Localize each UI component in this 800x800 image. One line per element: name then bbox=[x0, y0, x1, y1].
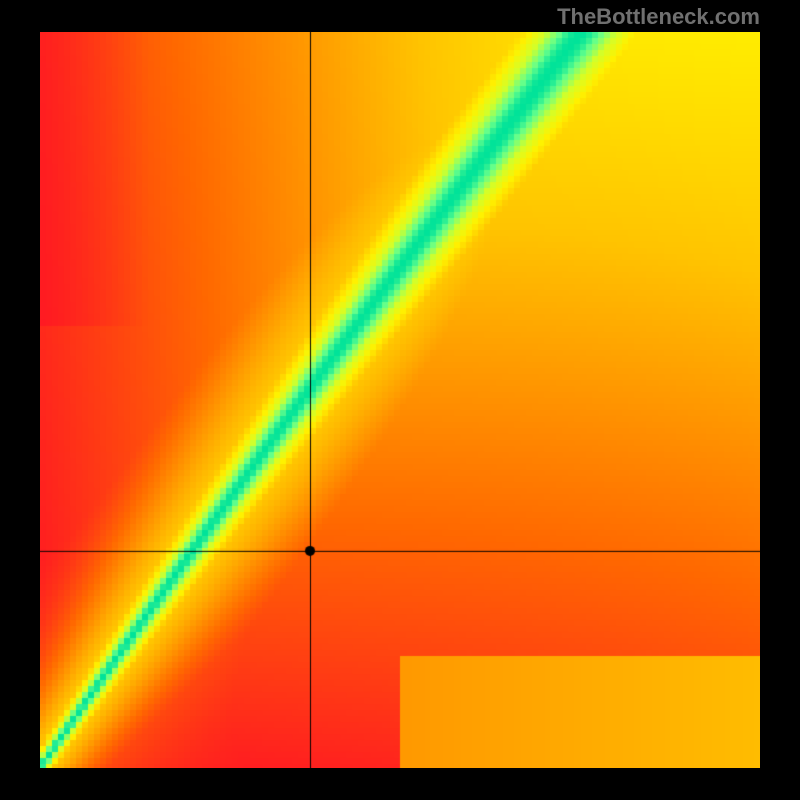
plot-area bbox=[40, 32, 760, 768]
attribution-text: TheBottleneck.com bbox=[557, 4, 760, 30]
crosshair-overlay bbox=[40, 32, 760, 768]
chart-container: TheBottleneck.com bbox=[0, 0, 800, 800]
